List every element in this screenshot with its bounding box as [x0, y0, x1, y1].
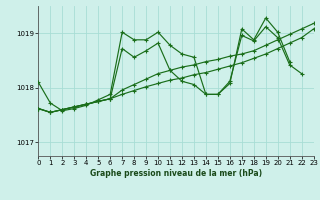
X-axis label: Graphe pression niveau de la mer (hPa): Graphe pression niveau de la mer (hPa) — [90, 169, 262, 178]
